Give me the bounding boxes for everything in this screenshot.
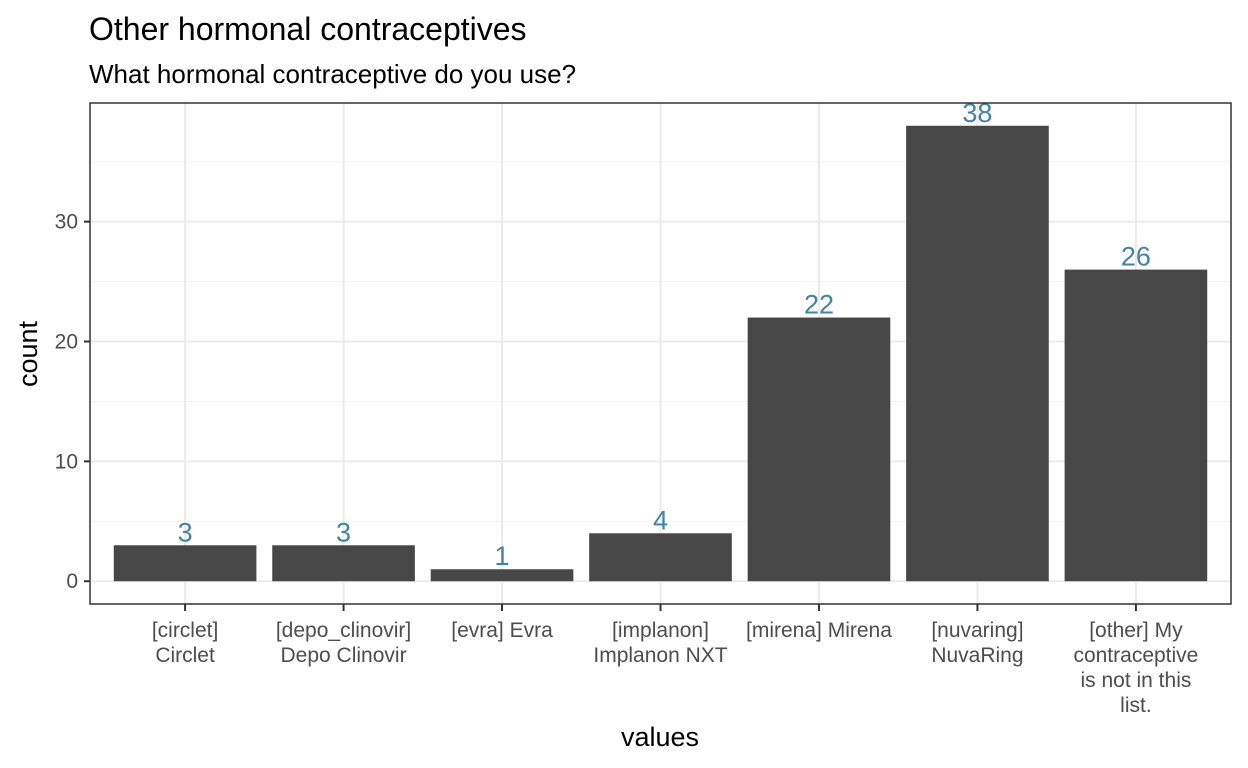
- bar: [747, 317, 891, 582]
- data-label: 26: [1121, 242, 1151, 272]
- bar: [589, 533, 732, 582]
- data-label: 3: [178, 517, 193, 547]
- x-tick-label: [implanon] Implanon NXT: [593, 619, 727, 667]
- y-tick-label: 10: [55, 450, 78, 473]
- x-axis-title: values: [621, 722, 699, 752]
- data-label: 22: [804, 290, 834, 320]
- data-label: 4: [653, 505, 668, 535]
- x-axis: [circlet] Circlet [depo_clinovir] Depo Clin…: [152, 604, 1198, 717]
- bar: [906, 125, 1049, 582]
- data-label: 1: [495, 541, 510, 571]
- x-tick-label: [circlet] Circlet: [152, 619, 219, 667]
- x-tick-label: [nuvaring] NuvaRing: [931, 619, 1023, 667]
- y-tick-label: 30: [55, 211, 78, 234]
- x-tick-label: [depo_clinovir] Depo Clinovir: [276, 619, 411, 667]
- y-tick-label: 0: [66, 570, 78, 593]
- x-tick-label: [mirena] Mirena: [746, 619, 892, 642]
- y-axis: 0 10 20 30: [55, 211, 90, 593]
- bar: [1064, 269, 1208, 582]
- y-tick-label: 20: [55, 331, 78, 354]
- x-tick-label: [evra] Evra: [451, 619, 553, 642]
- chart-subtitle: What hormonal contraceptive do you use?: [89, 59, 576, 89]
- bar: [272, 545, 415, 582]
- bar: [430, 569, 574, 582]
- chart-title: Other hormonal contraceptives: [89, 11, 527, 47]
- y-axis-title: count: [13, 320, 43, 387]
- x-tick-label: [other] My contraceptive is not in this lis…: [1073, 619, 1198, 717]
- bar: [113, 545, 257, 582]
- bars: [113, 125, 1208, 582]
- data-label: 3: [336, 517, 351, 547]
